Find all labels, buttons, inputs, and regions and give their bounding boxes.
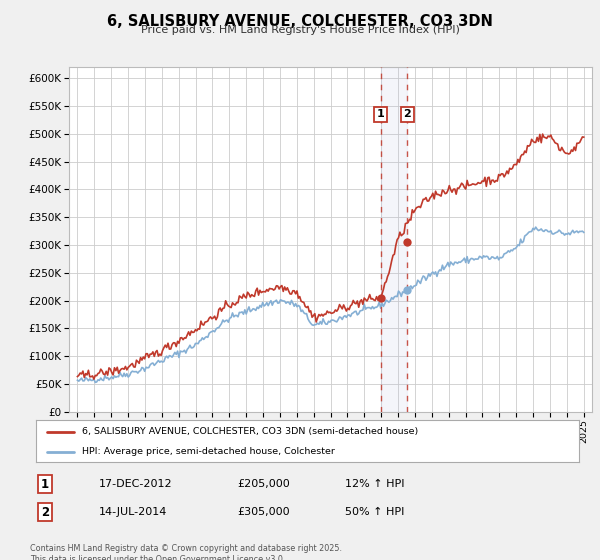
Bar xyxy=(380,67,407,412)
Text: 50% ↑ HPI: 50% ↑ HPI xyxy=(345,507,404,517)
Text: 17-DEC-2012: 17-DEC-2012 xyxy=(99,479,173,489)
Text: 14-JUL-2014: 14-JUL-2014 xyxy=(99,507,167,517)
Text: £205,000: £205,000 xyxy=(237,479,290,489)
Text: HPI: Average price, semi-detached house, Colchester: HPI: Average price, semi-detached house,… xyxy=(82,447,335,456)
Text: 2: 2 xyxy=(403,109,411,119)
Text: £305,000: £305,000 xyxy=(237,507,290,517)
Text: 12% ↑ HPI: 12% ↑ HPI xyxy=(345,479,404,489)
Text: Contains HM Land Registry data © Crown copyright and database right 2025.
This d: Contains HM Land Registry data © Crown c… xyxy=(30,544,342,560)
Text: 6, SALISBURY AVENUE, COLCHESTER, CO3 3DN (semi-detached house): 6, SALISBURY AVENUE, COLCHESTER, CO3 3DN… xyxy=(82,427,418,436)
Text: 2: 2 xyxy=(41,506,49,519)
Text: 1: 1 xyxy=(377,109,385,119)
Text: Price paid vs. HM Land Registry's House Price Index (HPI): Price paid vs. HM Land Registry's House … xyxy=(140,25,460,35)
Text: 1: 1 xyxy=(41,478,49,491)
Text: 6, SALISBURY AVENUE, COLCHESTER, CO3 3DN: 6, SALISBURY AVENUE, COLCHESTER, CO3 3DN xyxy=(107,14,493,29)
